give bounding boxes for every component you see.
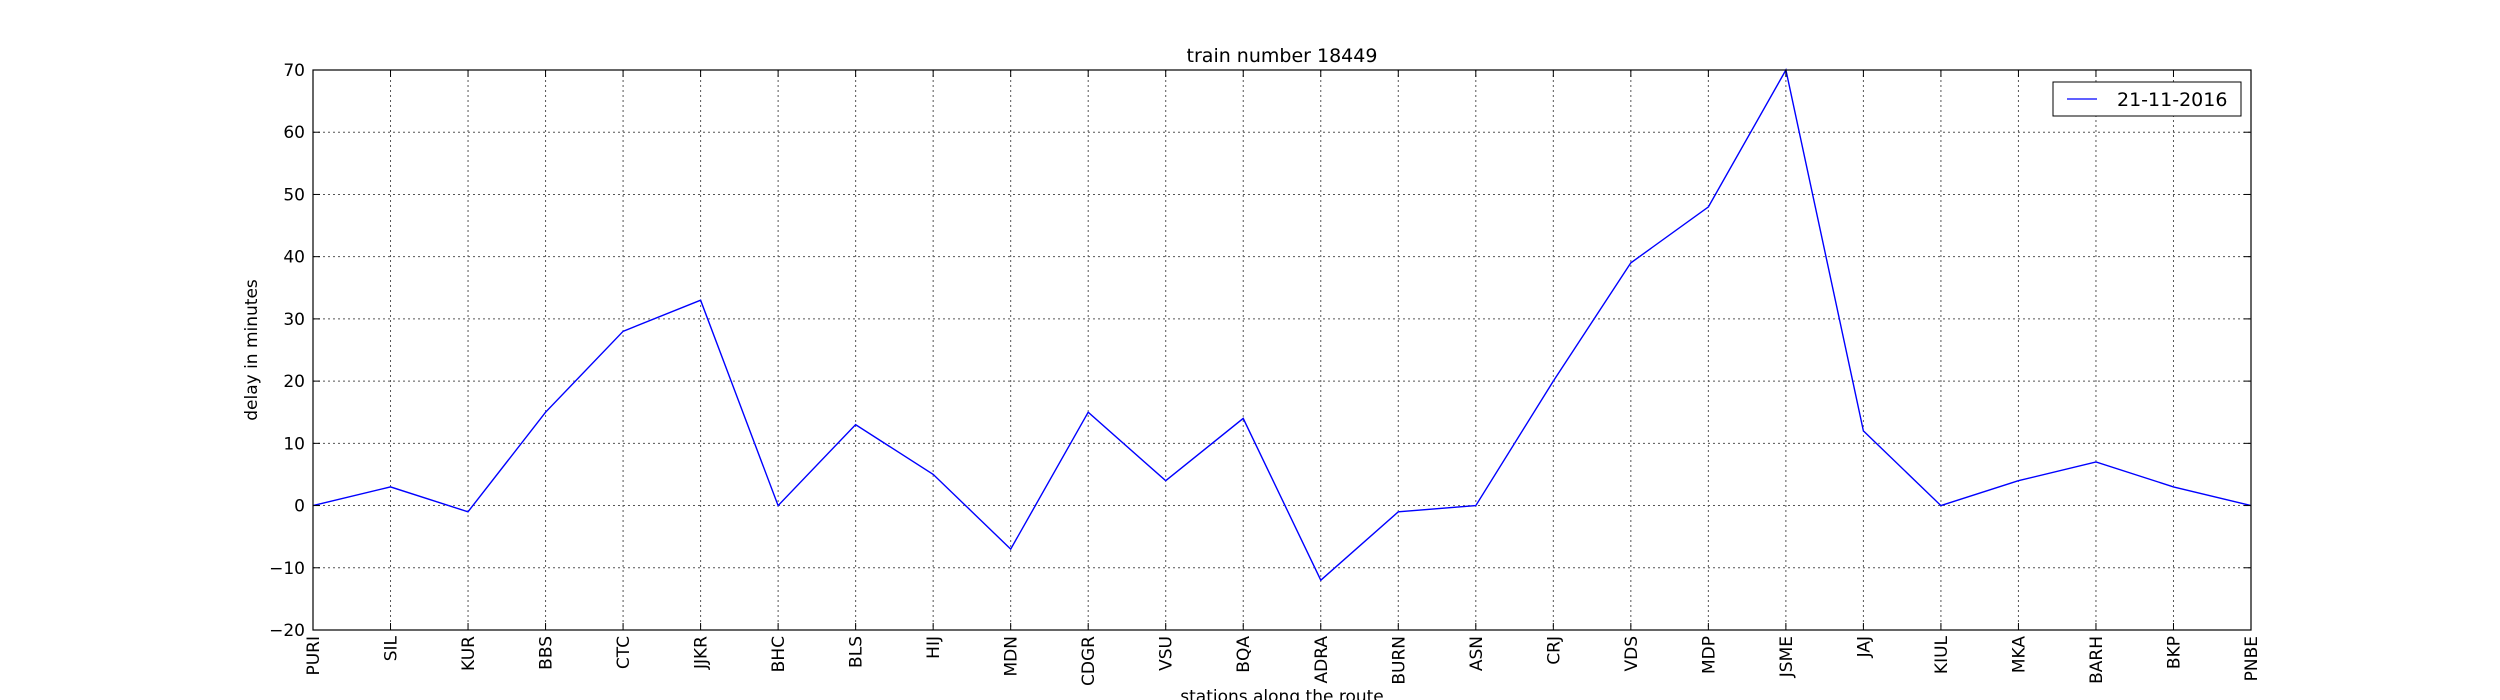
x-tick-label: JAJ — [1854, 636, 1874, 658]
x-axis-title: stations along the route — [1180, 687, 1384, 700]
x-tick-label: PURI — [304, 636, 324, 676]
x-tick-label: BHC — [769, 636, 789, 672]
x-tick-label: BARH — [2087, 636, 2107, 684]
y-axis-title: delay in minutes — [242, 279, 262, 421]
y-tick-label: 50 — [283, 185, 305, 205]
x-tick-label: CDGR — [1079, 636, 1099, 686]
x-tick-label: BQA — [1234, 636, 1254, 673]
y-tick-label: 40 — [283, 248, 305, 268]
y-tick-label: −20 — [269, 621, 305, 641]
grid — [313, 70, 2251, 630]
x-tick-label: KIUL — [1932, 635, 1952, 674]
x-tick-label: CRJ — [1544, 636, 1564, 665]
plot-frame — [312, 69, 2252, 631]
x-tick-label: BLS — [847, 636, 867, 668]
chart-title: train number 18449 — [1187, 45, 1378, 67]
x-tick-label: HIJ — [924, 636, 944, 659]
x-tick-label: KUR — [459, 636, 479, 671]
y-tick-label: 30 — [283, 310, 305, 330]
y-axis: −20 −10 0 10 20 30 40 50 60 70 — [269, 61, 2251, 641]
x-tick-label: BBS — [537, 636, 557, 670]
y-tick-label: 60 — [283, 123, 305, 143]
series-layer — [312, 68, 2252, 582]
x-tick-label: JJKR — [692, 636, 712, 670]
x-tick-label: CTC — [614, 636, 634, 669]
x-tick-label: BURN — [1389, 636, 1409, 685]
x-tick-label: MDN — [1002, 636, 1022, 676]
y-tick-label: 0 — [294, 497, 305, 517]
x-tick-label: ADRA — [1312, 636, 1332, 684]
x-axis: PURI SIL KUR BBS CTC JJKR BHC BLS HIJ MDN CDGR VSU B… — [304, 70, 2262, 686]
x-tick-label: MDP — [1699, 636, 1719, 674]
x-tick-label: BKP — [2164, 636, 2184, 669]
series-line — [312, 68, 2252, 582]
y-tick-label: 10 — [283, 434, 305, 454]
x-tick-label: VSU — [1157, 636, 1177, 671]
y-tick-label: 70 — [283, 61, 305, 81]
x-tick-label: JSME — [1777, 636, 1797, 678]
x-tick-label: ASN — [1467, 636, 1487, 671]
x-tick-label: MKA — [2009, 636, 2029, 674]
x-tick-label: PNBE — [2242, 636, 2262, 681]
x-tick-label: SIL — [382, 635, 402, 661]
y-tick-label: 20 — [283, 372, 305, 392]
x-tick-label: VDS — [1622, 636, 1642, 672]
legend-label: 21-11-2016 — [2117, 89, 2227, 111]
y-tick-label: −10 — [269, 559, 305, 579]
legend: 21-11-2016 — [2052, 81, 2242, 117]
